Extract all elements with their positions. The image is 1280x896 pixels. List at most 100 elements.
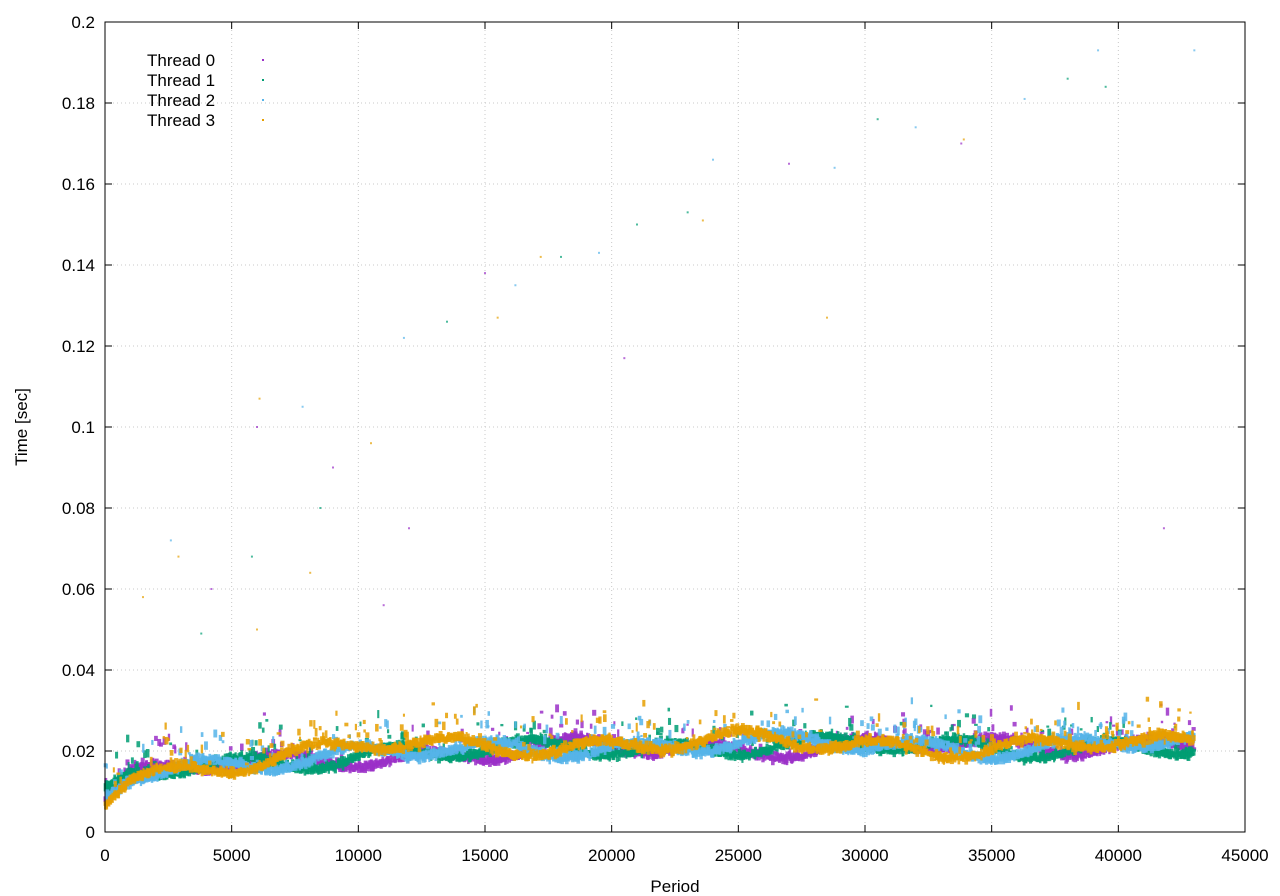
- data-point: [750, 710, 754, 716]
- data-point: [1191, 743, 1195, 751]
- data-point: [1043, 755, 1048, 764]
- data-point: [930, 704, 933, 708]
- data-point: [589, 723, 593, 729]
- data-point: [319, 751, 324, 758]
- data-point: [240, 743, 244, 752]
- data-point: [431, 745, 435, 749]
- data-point: [1109, 736, 1114, 740]
- data-point: [299, 765, 304, 769]
- data-point: [472, 748, 475, 753]
- data-point: [400, 731, 405, 739]
- data-point: [262, 712, 266, 716]
- data-point: [341, 762, 345, 771]
- data-point: [237, 763, 241, 771]
- data-point: [367, 762, 372, 772]
- data-point: [529, 735, 533, 740]
- data-point: [733, 749, 736, 759]
- data-point: [945, 731, 949, 739]
- data-point: [621, 721, 624, 727]
- data-point: [324, 760, 329, 765]
- data-point: [684, 737, 689, 746]
- data-point: [1040, 750, 1046, 758]
- outlier-point: [382, 604, 385, 607]
- data-point: [131, 767, 136, 772]
- data-point: [504, 756, 507, 762]
- data-point: [532, 720, 536, 730]
- data-point: [1191, 727, 1196, 731]
- data-point: [774, 756, 778, 762]
- outlier-point: [319, 507, 322, 509]
- data-point: [619, 751, 623, 756]
- data-point: [608, 754, 611, 762]
- data-point: [658, 735, 663, 740]
- data-point: [1081, 751, 1086, 754]
- data-point: [903, 728, 907, 736]
- data-point: [532, 734, 537, 739]
- data-point: [866, 730, 869, 739]
- data-point: [174, 746, 177, 754]
- data-point: [182, 770, 187, 779]
- data-point: [1179, 744, 1183, 750]
- data-point: [167, 733, 171, 741]
- data-point: [668, 752, 672, 756]
- data-point: [944, 735, 948, 742]
- data-point: [1047, 728, 1052, 738]
- data-point: [1079, 728, 1083, 731]
- data-point: [537, 723, 542, 730]
- data-point: [254, 740, 258, 746]
- data-point: [926, 745, 929, 749]
- data-point: [335, 726, 339, 731]
- data-point: [987, 727, 991, 732]
- data-point: [792, 719, 796, 727]
- data-point: [264, 747, 269, 756]
- data-point: [600, 752, 605, 758]
- data-point: [939, 747, 942, 751]
- data-point: [164, 760, 168, 766]
- data-point: [758, 743, 763, 750]
- data-point: [1082, 752, 1086, 758]
- data-point: [681, 728, 685, 734]
- data-point: [500, 723, 504, 727]
- data-point: [221, 740, 225, 744]
- data-point: [250, 752, 253, 758]
- data-point: [1187, 743, 1190, 750]
- data-point: [1174, 743, 1178, 749]
- data-point: [581, 734, 585, 740]
- data-point: [340, 756, 344, 763]
- data-point: [1160, 720, 1164, 724]
- data-point: [812, 751, 816, 755]
- data-point: [978, 732, 983, 741]
- data-point: [124, 770, 128, 777]
- outlier-point: [210, 588, 213, 590]
- data-point: [387, 734, 392, 739]
- data-point: [795, 757, 801, 761]
- data-point: [266, 752, 270, 755]
- data-point: [951, 732, 956, 739]
- data-point: [980, 740, 984, 747]
- data-point: [922, 729, 927, 735]
- data-point: [562, 711, 567, 716]
- data-point: [898, 747, 903, 755]
- data-point: [271, 752, 275, 756]
- data-point: [660, 726, 664, 733]
- data-point: [1191, 750, 1196, 756]
- data-point: [550, 714, 554, 719]
- data-point: [335, 762, 338, 768]
- data-point: [756, 754, 761, 761]
- outlier-point: [560, 255, 562, 258]
- data-point: [474, 756, 478, 766]
- data-point: [635, 717, 638, 720]
- data-point: [542, 729, 547, 734]
- data-point: [580, 720, 584, 729]
- data-point: [326, 757, 331, 763]
- data-point: [349, 765, 354, 771]
- data-point: [667, 707, 671, 712]
- data-point: [270, 749, 275, 752]
- data-point: [172, 744, 176, 750]
- data-point: [228, 746, 233, 751]
- data-point: [667, 717, 672, 725]
- outlier-point: [788, 162, 790, 165]
- data-point: [401, 740, 405, 747]
- outlier-point: [1162, 527, 1165, 530]
